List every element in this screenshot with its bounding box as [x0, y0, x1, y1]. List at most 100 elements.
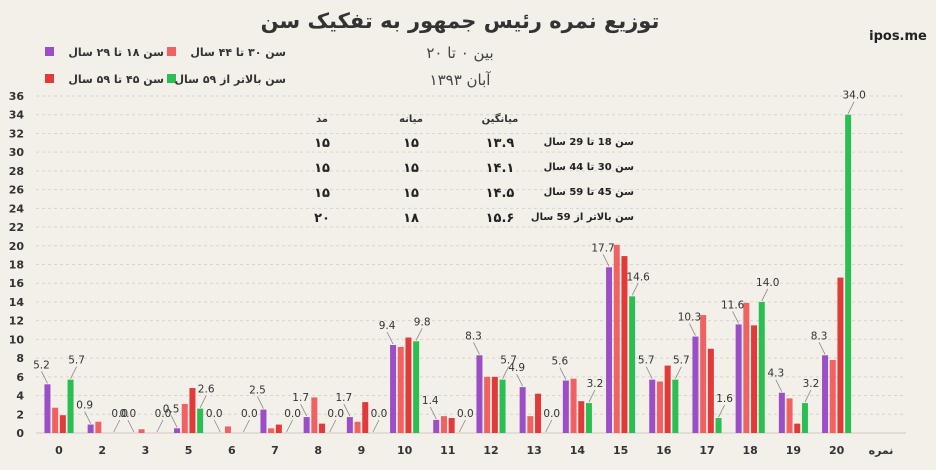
- data-label: 0.9: [76, 400, 93, 412]
- bar: [822, 355, 829, 433]
- y-tick-label: 28: [9, 165, 24, 178]
- legend-swatch: [45, 47, 54, 56]
- y-tick-label: 10: [9, 333, 25, 346]
- data-label: 14.0: [756, 277, 779, 289]
- data-label: 2.5: [249, 385, 266, 397]
- label-leader: [847, 101, 855, 114]
- table-cell: ۲۰: [314, 211, 330, 226]
- bar: [189, 388, 196, 433]
- y-tick-label: 16: [9, 277, 25, 290]
- table-group-label: سن 45 تا 59 سال: [544, 187, 635, 198]
- y-tick-label: 20: [9, 240, 25, 253]
- bar: [585, 403, 592, 433]
- x-tick-label: 3: [142, 444, 150, 457]
- label-leader: [170, 415, 178, 428]
- x-axis-title: نمره: [869, 444, 894, 457]
- y-tick-label: 24: [9, 202, 25, 215]
- label-leader: [70, 366, 77, 379]
- y-tick-label: 0: [16, 427, 24, 440]
- table-group-label: سن بالاتر از 59 سال: [531, 212, 634, 223]
- label-leader: [343, 403, 351, 417]
- data-label: 0.0: [155, 408, 172, 420]
- table-cell: ۱۵: [403, 161, 419, 176]
- data-label: 5.7: [68, 355, 85, 367]
- label-leader: [199, 395, 207, 408]
- data-label: 5.7: [673, 355, 690, 367]
- y-tick-label: 36: [9, 90, 25, 103]
- y-tick-label: 4: [16, 390, 24, 403]
- bar: [138, 429, 145, 433]
- legend-swatch: [167, 74, 176, 83]
- label-leader: [631, 283, 639, 296]
- table-cell: ۱۵: [403, 186, 419, 201]
- bar: [786, 398, 793, 433]
- data-label: 3.2: [587, 378, 604, 390]
- bar: [735, 324, 742, 433]
- data-label: 9.8: [414, 316, 431, 328]
- bar: [801, 403, 808, 433]
- bar: [837, 277, 844, 433]
- bar: [613, 244, 620, 433]
- x-tick-label: 6: [228, 444, 236, 457]
- bar: [491, 376, 498, 433]
- label-leader: [502, 366, 509, 379]
- y-tick-label: 34: [9, 109, 25, 122]
- bar: [440, 416, 447, 433]
- label-leader: [689, 323, 696, 336]
- legend-swatch: [45, 74, 54, 83]
- y-tick-label: 14: [9, 296, 25, 309]
- label-leader: [372, 419, 380, 433]
- data-label: 4.9: [508, 362, 525, 374]
- x-tick-label: 9: [358, 444, 366, 457]
- x-tick-label: 19: [786, 444, 801, 457]
- data-label: 0.0: [543, 408, 560, 420]
- table-header: میانگین: [482, 112, 519, 125]
- data-label: 0.0: [371, 408, 388, 420]
- label-leader: [213, 419, 221, 433]
- bar: [578, 401, 585, 433]
- data-label: 9.4: [379, 320, 396, 332]
- bar: [743, 302, 750, 433]
- data-label: 5.7: [638, 355, 655, 367]
- table-cell: ۱۵: [403, 136, 419, 151]
- label-leader: [84, 411, 92, 424]
- brand-logo: ipos.me: [869, 29, 927, 44]
- bar: [499, 379, 506, 433]
- x-tick-label: 16: [656, 444, 672, 457]
- bar: [484, 376, 491, 433]
- table-cell: ۱۵: [314, 136, 330, 151]
- x-tick-label: 8: [314, 444, 322, 457]
- bar: [758, 301, 765, 433]
- data-label: 5.2: [33, 359, 50, 371]
- table-group-label: سن 18 تا 29 سال: [544, 137, 635, 148]
- data-label: 5.7: [500, 355, 517, 367]
- legend-label: سن بالاتر از ۵۹ سال: [175, 73, 287, 86]
- bar: [174, 428, 181, 433]
- legend-label: سن ۴۵ تا ۵۹ سال: [68, 73, 164, 86]
- x-tick-label: 18: [743, 444, 758, 457]
- x-tick-label: 13: [527, 444, 542, 457]
- table-cell: ۱۴.۵: [486, 186, 515, 201]
- bar: [413, 341, 420, 433]
- bar: [692, 336, 699, 433]
- bar: [700, 315, 707, 433]
- bar: [362, 402, 369, 433]
- data-label: 14.6: [626, 271, 650, 283]
- y-tick-label: 18: [9, 259, 24, 272]
- data-label: 1.7: [292, 392, 309, 404]
- bar: [224, 426, 231, 433]
- bar: [197, 408, 204, 433]
- data-label: 8.3: [811, 330, 828, 342]
- bar: [527, 416, 534, 433]
- label-leader: [775, 379, 783, 392]
- legend-label: سن ۱۸ تا ۲۹ سال: [68, 46, 164, 59]
- bar: [621, 256, 628, 433]
- table-header: میانه: [399, 114, 423, 125]
- bar: [707, 348, 714, 433]
- y-tick-label: 26: [9, 184, 25, 197]
- bar: [311, 397, 318, 433]
- data-label: 0.0: [327, 408, 344, 420]
- data-label: 10.3: [678, 312, 701, 324]
- label-leader: [257, 396, 264, 409]
- x-tick-label: 10: [397, 444, 413, 457]
